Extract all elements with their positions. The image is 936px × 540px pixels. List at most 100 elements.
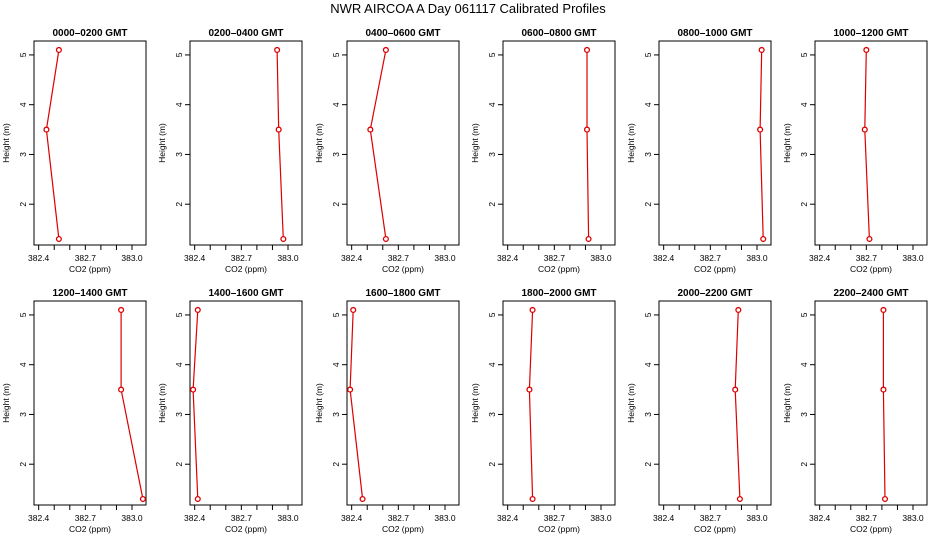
x-tick-label: 382.4	[653, 253, 675, 263]
data-point	[732, 386, 739, 393]
data-point	[526, 386, 533, 393]
x-axis-label: CO2 (ppm)	[850, 524, 892, 534]
plot-frame	[658, 40, 772, 246]
x-tick-label: 382.7	[544, 513, 566, 523]
y-tick-label: 3	[331, 412, 341, 417]
y-tick-label: 3	[799, 412, 809, 417]
data-point	[280, 235, 287, 243]
data-point	[735, 306, 742, 314]
y-tick-label: 5	[331, 52, 341, 57]
y-tick-label: 5	[18, 52, 28, 57]
x-axis-label: CO2 (ppm)	[69, 264, 111, 274]
y-tick-label: 4	[799, 102, 809, 107]
chart-panel: 0000–0200 GMT 382.4 382.7 383.0 CO2 (ppm) 2 3 4…	[1, 28, 147, 274]
x-tick-label: 382.4	[497, 513, 519, 523]
data-point	[190, 386, 197, 393]
y-axis-label: Height (m)	[314, 383, 324, 423]
data-point	[736, 495, 743, 503]
y-tick-label: 3	[487, 412, 497, 417]
plot-frame	[814, 40, 928, 246]
plot-frame	[502, 40, 616, 246]
x-tick-label: 382.4	[809, 253, 831, 263]
y-tick-label: 5	[799, 312, 809, 317]
y-tick-label: 4	[799, 362, 809, 367]
x-tick-label: 382.7	[231, 513, 253, 523]
chart-title: 0400–0600 GMT	[365, 28, 440, 39]
x-axis-label: CO2 (ppm)	[694, 524, 736, 534]
y-tick-label: 2	[174, 202, 184, 207]
chart-panel: 1600–1800 GMT 382.4 382.7 383.0 CO2 (ppm) 2 3 4…	[314, 288, 460, 534]
y-tick-label: 5	[643, 312, 653, 317]
y-tick-label: 2	[18, 462, 28, 467]
chart-title: 1400–1600 GMT	[208, 288, 283, 299]
data-point	[118, 386, 125, 393]
chart-panel: 1800–2000 GMT 382.4 382.7 383.0 CO2 (ppm) 2 3 4…	[470, 288, 616, 534]
y-axis-label: Height (m)	[626, 383, 636, 423]
data-point	[758, 46, 765, 54]
data-point	[367, 126, 374, 133]
data-point	[382, 46, 389, 54]
y-tick-label: 5	[643, 52, 653, 57]
y-tick-label: 3	[18, 412, 28, 417]
data-point	[274, 46, 281, 54]
x-tick-label: 382.4	[341, 513, 363, 523]
profile-line	[882, 310, 886, 500]
x-tick-label: 382.7	[856, 513, 878, 523]
y-axis-label: Height (m)	[1, 123, 11, 163]
x-tick-label: 382.7	[231, 253, 253, 263]
chart-title: 0600–0800 GMT	[521, 28, 596, 39]
y-tick-label: 5	[174, 52, 184, 57]
chart-title: 2200–2400 GMT	[833, 288, 908, 299]
y-tick-label: 5	[487, 312, 497, 317]
profile-line	[586, 50, 590, 240]
x-tick-label: 382.4	[809, 513, 831, 523]
y-tick-label: 5	[799, 52, 809, 57]
y-tick-label: 5	[331, 312, 341, 317]
data-point	[55, 235, 62, 243]
y-tick-label: 3	[174, 412, 184, 417]
y-axis-label: Height (m)	[470, 383, 480, 423]
data-point	[55, 46, 62, 54]
data-point	[194, 306, 201, 314]
profile-line	[276, 49, 284, 240]
profile-line	[45, 49, 60, 240]
data-point	[583, 126, 591, 133]
y-axis-label: Height (m)	[782, 383, 792, 423]
chart-panel: 0800–1000 GMT 382.4 382.7 383.0 CO2 (ppm) 2 3 4…	[626, 28, 772, 274]
x-axis-label: CO2 (ppm)	[850, 264, 892, 274]
data-point	[139, 495, 146, 503]
chart-title: 0200–0400 GMT	[208, 28, 283, 39]
x-tick-label: 383.0	[121, 253, 143, 263]
chart-title: 2000–2200 GMT	[677, 288, 752, 299]
x-tick-label: 382.7	[75, 513, 97, 523]
y-tick-label: 2	[18, 202, 28, 207]
y-tick-label: 4	[18, 362, 28, 367]
y-tick-label: 4	[643, 102, 653, 107]
y-tick-label: 4	[18, 102, 28, 107]
data-point	[863, 46, 870, 54]
x-axis-label: CO2 (ppm)	[382, 524, 424, 534]
profile-line	[369, 49, 387, 240]
x-tick-label: 383.0	[277, 513, 299, 523]
y-tick-label: 4	[331, 362, 341, 367]
x-tick-label: 383.0	[590, 253, 612, 263]
y-tick-label: 3	[643, 152, 653, 157]
profile-line	[864, 49, 870, 240]
y-axis-label: Height (m)	[157, 123, 167, 163]
chart-title: 1000–1200 GMT	[833, 28, 908, 39]
y-tick-label: 2	[487, 202, 497, 207]
y-tick-label: 2	[174, 462, 184, 467]
plot-frame	[814, 300, 928, 506]
data-point	[880, 386, 887, 393]
plot-frame	[346, 300, 460, 506]
x-tick-label: 382.7	[75, 253, 97, 263]
data-point	[881, 495, 889, 503]
chart-panel: 1000–1200 GMT 382.4 382.7 383.0 CO2 (ppm) 2 3 4…	[782, 28, 928, 274]
x-tick-label: 383.0	[434, 253, 456, 263]
x-tick-label: 382.7	[388, 513, 410, 523]
x-axis-label: CO2 (ppm)	[538, 524, 580, 534]
x-tick-label: 382.7	[700, 513, 722, 523]
y-tick-label: 4	[174, 362, 184, 367]
y-tick-label: 3	[174, 152, 184, 157]
